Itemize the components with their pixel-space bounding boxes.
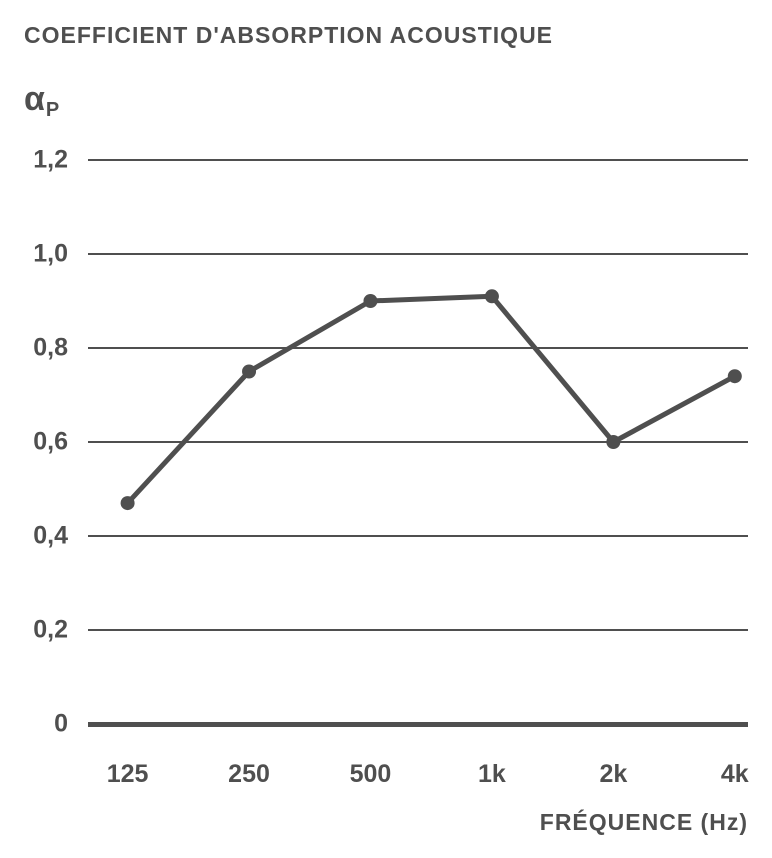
data-point-marker [485, 289, 499, 303]
gridline [88, 629, 748, 631]
y-tick-label: 1,0 [8, 240, 68, 269]
gridline [88, 159, 748, 161]
y-axis-label: αP [24, 80, 58, 119]
x-tick-label: 250 [228, 760, 270, 789]
chart-container: COEFFICIENT D'ABSORPTION ACOUSTIQUE αP 0… [0, 0, 772, 858]
y-tick-label: 0,6 [8, 428, 68, 457]
data-point-marker [121, 496, 135, 510]
gridline [88, 441, 748, 443]
plot-area: 00,20,40,60,81,01,21252505001k2k4k [88, 160, 748, 724]
data-point-marker [728, 369, 742, 383]
y-axis-label-sub: P [46, 99, 59, 121]
x-tick-label: 500 [350, 760, 392, 789]
x-tick-label: 1k [478, 760, 506, 789]
y-tick-label: 0,4 [8, 522, 68, 551]
gridline [88, 535, 748, 537]
y-tick-label: 0 [8, 710, 68, 739]
gridline [88, 253, 748, 255]
data-point-marker [363, 294, 377, 308]
x-axis-baseline [88, 722, 748, 727]
x-tick-label: 125 [107, 760, 149, 789]
data-point-marker [242, 365, 256, 379]
y-axis-label-main: α [24, 80, 45, 118]
series-line [128, 296, 735, 503]
y-tick-label: 1,2 [8, 146, 68, 175]
chart-title: COEFFICIENT D'ABSORPTION ACOUSTIQUE [24, 22, 553, 49]
x-tick-label: 2k [599, 760, 627, 789]
gridline [88, 347, 748, 349]
y-tick-label: 0,8 [8, 334, 68, 363]
y-tick-label: 0,2 [8, 616, 68, 645]
x-axis-label: FRÉQUENCE (Hz) [540, 809, 748, 836]
x-tick-label: 4k [721, 760, 749, 789]
